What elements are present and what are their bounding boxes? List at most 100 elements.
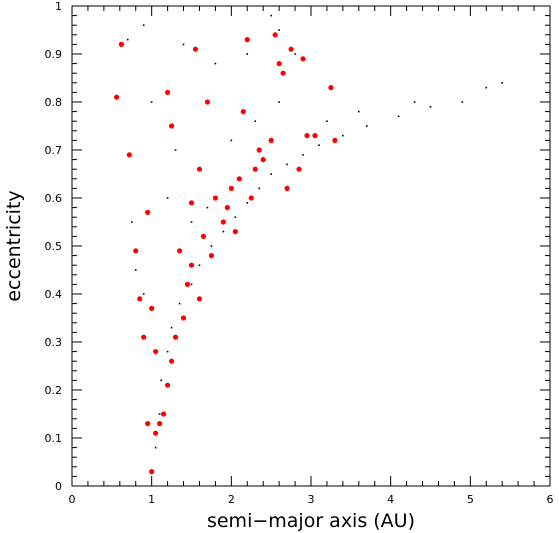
large-red-point <box>232 229 238 235</box>
small-black-point <box>278 29 280 31</box>
large-red-point <box>168 358 175 364</box>
large-red-point <box>172 334 179 340</box>
small-black-point <box>154 446 157 449</box>
small-black-point <box>270 173 272 175</box>
x-tick-label: 6 <box>547 493 554 506</box>
y-tick-label: 0.9 <box>45 48 63 61</box>
small-black-points <box>126 14 503 473</box>
large-red-point <box>288 46 294 52</box>
x-tick-label: 2 <box>228 493 235 506</box>
large-red-point <box>208 253 215 259</box>
y-tick-label: 0 <box>55 480 62 493</box>
large-red-point <box>126 152 132 158</box>
large-red-point <box>312 133 318 139</box>
large-red-point <box>145 421 151 427</box>
axis-tick-labels: 0 1 2 3 4 5 6 0 0.1 0.2 0.3 0.4 0.5 0.6 0.7 0.8 0.9 1 <box>45 0 554 506</box>
large-red-point <box>268 137 274 143</box>
small-black-point <box>234 216 237 218</box>
large-red-point <box>196 166 203 172</box>
large-red-point <box>168 123 175 129</box>
small-black-point <box>326 120 328 122</box>
large-red-point <box>296 166 302 172</box>
large-red-point <box>145 209 151 215</box>
large-red-point <box>244 37 250 43</box>
small-black-point <box>166 197 169 199</box>
large-red-point <box>180 315 187 321</box>
large-red-point <box>328 85 334 91</box>
large-red-point <box>196 296 203 302</box>
small-black-point <box>286 163 288 166</box>
large-red-point <box>114 94 120 100</box>
small-black-point <box>142 293 145 295</box>
small-black-point <box>198 264 201 266</box>
large-red-point <box>184 281 191 287</box>
x-tick-label: 3 <box>308 493 315 506</box>
plot-frame <box>71 5 551 487</box>
large-red-point <box>118 41 124 48</box>
small-black-point <box>222 230 225 233</box>
y-axis-title: eccentricity <box>3 190 25 301</box>
x-tick-label: 1 <box>148 493 155 506</box>
small-black-point <box>258 187 261 190</box>
small-black-point <box>461 101 464 103</box>
large-red-point <box>153 430 159 436</box>
y-tick-label: 0.7 <box>45 144 63 157</box>
x-tick-label: 4 <box>387 493 394 506</box>
large-red-point <box>252 166 258 172</box>
small-black-point <box>166 350 169 353</box>
small-black-point <box>210 245 213 247</box>
x-axis-title: semi−major axis (AU) <box>207 510 415 532</box>
small-black-point <box>160 379 163 382</box>
small-black-point <box>294 53 296 55</box>
y-tick-label: 0.6 <box>45 192 63 205</box>
small-black-point <box>214 62 217 65</box>
y-tick-label: 0.1 <box>45 432 63 445</box>
small-black-point <box>170 326 173 329</box>
large-red-point <box>161 411 167 417</box>
large-red-point <box>284 185 290 191</box>
small-black-point <box>302 154 304 156</box>
large-red-point <box>188 262 195 268</box>
y-tick-label: 0.4 <box>45 288 63 301</box>
small-black-point <box>358 110 360 113</box>
small-black-point <box>150 101 153 103</box>
y-tick-label: 0.8 <box>45 96 63 109</box>
large-red-point <box>149 469 155 475</box>
small-black-point <box>485 86 488 89</box>
large-red-point <box>200 233 207 239</box>
large-red-point <box>153 349 159 355</box>
small-black-point <box>342 134 344 137</box>
large-red-point <box>280 70 286 76</box>
large-red-point <box>133 248 139 254</box>
axis-ticks <box>71 5 551 487</box>
large-red-point <box>137 296 143 302</box>
large-red-point <box>224 205 230 211</box>
large-red-point <box>212 195 218 201</box>
small-black-point <box>501 82 503 84</box>
y-tick-label: 1 <box>55 0 62 13</box>
large-red-point <box>240 109 246 115</box>
small-black-point <box>174 149 177 151</box>
small-black-point <box>246 53 249 55</box>
small-black-point <box>413 101 416 103</box>
large-red-point <box>192 46 199 52</box>
y-tick-label: 0.2 <box>45 384 63 397</box>
y-tick-label: 0.5 <box>45 240 63 253</box>
small-black-point <box>254 120 257 122</box>
large-red-point <box>149 305 155 311</box>
small-black-point <box>365 125 368 127</box>
small-black-point <box>158 413 161 415</box>
large-red-point <box>332 137 338 143</box>
small-black-point <box>429 106 432 108</box>
large-red-point <box>260 157 266 163</box>
small-black-point <box>206 206 209 209</box>
small-black-point <box>246 202 249 204</box>
large-red-point <box>165 89 171 95</box>
large-red-point <box>228 185 234 191</box>
large-red-point <box>176 248 183 254</box>
small-black-point <box>230 139 233 142</box>
large-red-point <box>276 61 282 67</box>
small-black-point <box>134 269 137 271</box>
large-red-point <box>188 200 195 206</box>
